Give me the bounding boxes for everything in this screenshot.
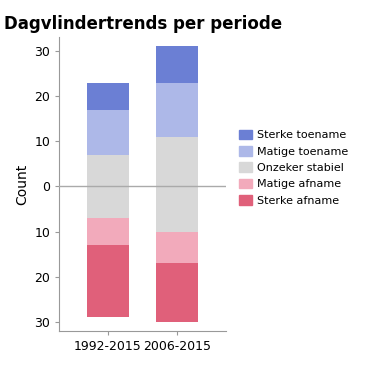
Bar xyxy=(157,82,198,137)
Bar xyxy=(157,187,198,231)
Legend: Sterke toename, Matige toename, Onzeker stabiel, Matige afname, Sterke afname: Sterke toename, Matige toename, Onzeker … xyxy=(235,125,353,210)
Bar xyxy=(87,245,129,318)
Bar xyxy=(87,187,129,218)
Title: Dagvlindertrends per periode: Dagvlindertrends per periode xyxy=(4,15,282,33)
Bar xyxy=(87,155,129,187)
Bar xyxy=(87,82,129,110)
Y-axis label: Count: Count xyxy=(15,163,29,205)
Bar xyxy=(157,263,198,322)
Bar xyxy=(87,110,129,155)
Bar xyxy=(87,218,129,245)
Bar xyxy=(157,46,198,82)
Bar xyxy=(157,137,198,187)
Bar xyxy=(157,231,198,263)
